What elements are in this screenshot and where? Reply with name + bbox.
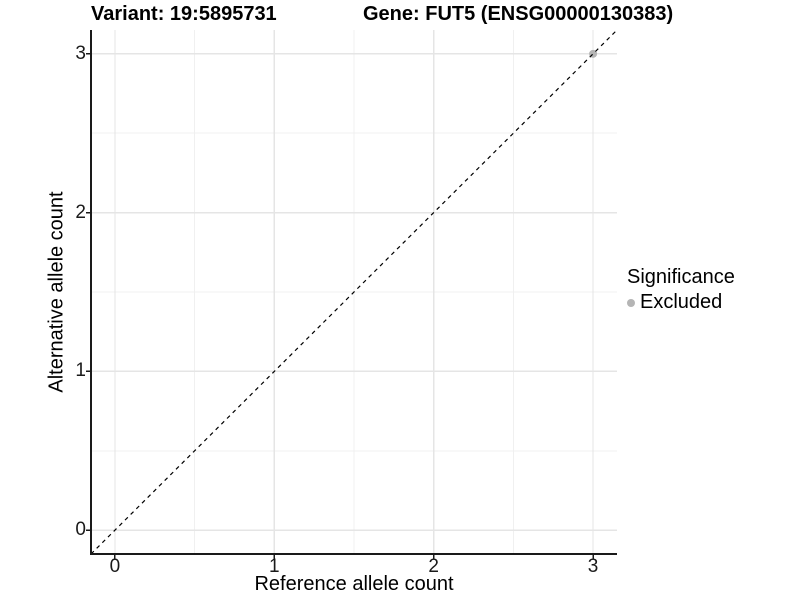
y-tick-label: 3 xyxy=(75,42,86,64)
legend: Significance Excluded xyxy=(627,266,735,314)
x-axis-title: Reference allele count xyxy=(254,573,454,595)
x-tick-label: 1 xyxy=(269,556,280,577)
y-tick-label: 2 xyxy=(75,201,86,223)
legend-point-icon xyxy=(627,298,635,307)
legend-item-label: Excluded xyxy=(640,291,723,313)
plot-title-variant: Variant: 19:5895731 xyxy=(91,3,277,25)
legend-title: Significance xyxy=(627,266,735,288)
x-tick-label: 0 xyxy=(109,556,121,577)
y-tick-label: 1 xyxy=(75,360,86,382)
y-axis-title: Alternative allele count xyxy=(45,191,68,393)
x-tick-label: 3 xyxy=(587,556,599,577)
plot-title-gene: Gene: FUT5 (ENSG00000130383) xyxy=(363,3,674,25)
x-tick-label: 2 xyxy=(428,556,439,577)
y-tick-label: 0 xyxy=(75,519,86,541)
identity-line xyxy=(90,29,618,555)
legend-item-excluded: Excluded xyxy=(627,291,735,314)
